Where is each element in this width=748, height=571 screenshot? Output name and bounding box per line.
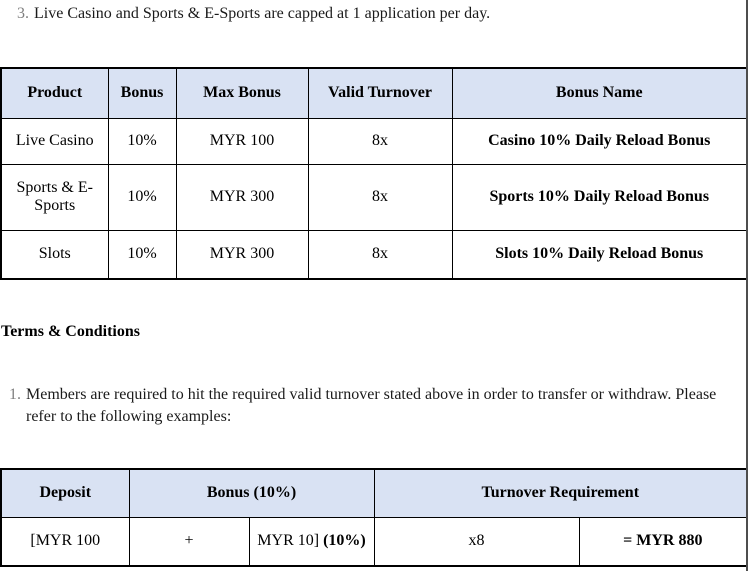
cell-valid-turnover: 8x [307, 229, 453, 280]
bonus-pct-text: (10%) [323, 532, 366, 550]
note-capped-per-day: 3. Live Casino and Sports & E-Sports are… [17, 3, 736, 24]
header-bonus: Bonus [107, 67, 177, 119]
cell-bonus-amount: MYR 10] (10%) [248, 516, 375, 567]
table-row: Sports & E-Sports 10% MYR 300 8x Sports … [0, 163, 746, 231]
cell-bonus: 10% [107, 163, 177, 231]
cell-product: Slots [0, 229, 109, 280]
cell-valid-turnover: 8x [307, 117, 453, 165]
header-bonus-10pct: Bonus (10%) [128, 468, 375, 518]
list-marker: 1. [9, 386, 21, 403]
cell-multiplier: x8 [373, 516, 580, 567]
bonus-table-header-row: Product Bonus Max Bonus Valid Turnover B… [0, 67, 746, 119]
cell-bonus-name: Slots 10% Daily Reload Bonus [451, 229, 746, 280]
header-valid-turnover: Valid Turnover [307, 67, 453, 119]
cell-total: = MYR 880 [578, 516, 746, 567]
cell-bonus-name: Sports 10% Daily Reload Bonus [451, 163, 746, 231]
bonus-amount-text: MYR 10] [257, 532, 324, 550]
cell-max-bonus: MYR 100 [175, 117, 309, 165]
cell-plus-sign: + [128, 516, 250, 567]
header-turnover-requirement: Turnover Requirement [373, 468, 746, 518]
cell-valid-turnover: 8x [307, 163, 453, 231]
note-text-line1: Members are required to hit the required… [26, 386, 717, 403]
bonus-table: Product Bonus Max Bonus Valid Turnover B… [0, 67, 746, 280]
cell-product: Live Casino [0, 117, 109, 165]
terms-and-conditions-heading: Terms & Conditions [1, 323, 140, 340]
note-text-line2: refer to the following examples: [26, 408, 232, 425]
header-product: Product [0, 67, 109, 119]
example-table-header-row: Deposit Bonus (10%) Turnover Requirement [0, 468, 746, 518]
cell-bonus: 10% [107, 229, 177, 280]
cell-bonus: 10% [107, 117, 177, 165]
cell-bonus-name: Casino 10% Daily Reload Bonus [451, 117, 746, 165]
cell-product: Sports & E-Sports [0, 163, 109, 231]
header-deposit: Deposit [0, 468, 130, 518]
cell-max-bonus: MYR 300 [175, 229, 309, 280]
note-text: Members are required to hit the required… [26, 384, 716, 428]
table-row: Live Casino 10% MYR 100 8x Casino 10% Da… [0, 117, 746, 165]
table-row: [MYR 100 + MYR 10] (10%) x8 = MYR 880 [0, 516, 746, 567]
turnover-example-table: Deposit Bonus (10%) Turnover Requirement… [0, 468, 746, 567]
note-turnover-requirement: 1. Members are required to hit the requi… [9, 384, 742, 428]
cell-max-bonus: MYR 300 [175, 163, 309, 231]
header-max-bonus: Max Bonus [175, 67, 309, 119]
note-text: Live Casino and Sports & E-Sports are ca… [34, 5, 491, 22]
table-row: Slots 10% MYR 300 8x Slots 10% Daily Rel… [0, 229, 746, 280]
list-marker: 3. [17, 5, 29, 22]
cell-deposit: [MYR 100 [0, 516, 130, 567]
header-bonus-name: Bonus Name [451, 67, 746, 119]
